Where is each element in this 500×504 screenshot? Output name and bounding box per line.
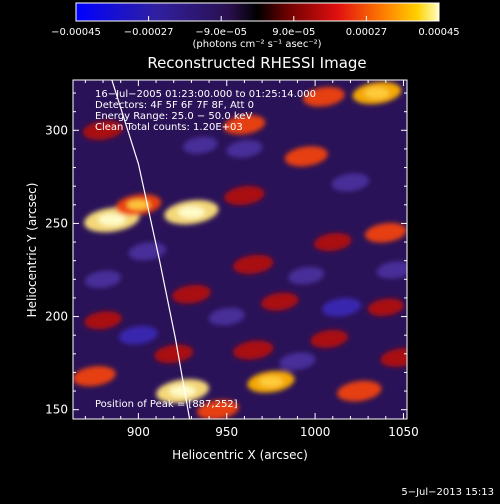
colorbar-unit-label: (photons cm⁻² s⁻¹ asec⁻²) <box>192 39 321 50</box>
heatmap-blob <box>84 311 122 330</box>
heatmap-blob <box>337 380 382 402</box>
colorbar-tick-label: −0.00045 <box>51 27 101 38</box>
heatmap-blob <box>84 270 122 289</box>
heatmap-blob <box>154 344 194 364</box>
colorbar <box>75 2 440 22</box>
colorbar-tick-label: −0.00027 <box>124 27 174 38</box>
heatmap-blob <box>380 348 407 367</box>
heatmap-blob <box>223 114 266 135</box>
y-axis-ticks: 150 200 250 300 <box>45 92 407 417</box>
y-tick-label: 250 <box>45 216 68 230</box>
heatmap-blob <box>284 146 328 167</box>
annotation-line: Clean Total counts: 1.20E+03 <box>95 122 243 133</box>
x-axis-ticks: 900 950 1000 1050 <box>84 80 419 439</box>
heatmap-blob <box>322 297 362 317</box>
x-tick-label: 900 <box>127 425 150 439</box>
heatmap-background <box>73 80 407 419</box>
heatmap-blob <box>224 185 265 206</box>
x-tick-label: 1000 <box>300 425 331 439</box>
heatmap-blob <box>208 307 245 326</box>
heatmap-blob-core <box>126 199 150 210</box>
heatmap-blob <box>73 366 116 387</box>
observation-annotations: 16−Jul−2005 01:23:00.000 to 01:25:14.000… <box>95 89 316 133</box>
heatmap-blob-core <box>177 206 206 219</box>
heatmap-blob <box>226 140 263 158</box>
heatmap-blob <box>118 325 158 345</box>
y-tick-label: 150 <box>45 403 68 417</box>
solar-limb-line <box>111 80 191 419</box>
heatmap-blob <box>288 266 325 285</box>
x-tick-label: 950 <box>215 425 238 439</box>
heatmap-blob <box>171 284 211 304</box>
heatmap-blob-core <box>169 385 196 397</box>
x-tick-label: 1050 <box>388 425 419 439</box>
heatmap-cells <box>73 81 407 419</box>
y-axis-label: Heliocentric Y (arcsec) <box>25 183 39 318</box>
heatmap-blob <box>197 399 239 419</box>
heatmap-blob-core <box>97 213 126 226</box>
annotation-line: 16−Jul−2005 01:23:00.000 to 01:25:14.000 <box>95 89 316 100</box>
heatmap-blob <box>261 292 299 311</box>
heatmap-blob <box>182 136 218 154</box>
heatmap-blob-core <box>364 87 390 99</box>
heatmap-blob <box>82 120 124 140</box>
heatmap-blob <box>376 261 407 279</box>
colorbar-ticks: −0.00045 −0.00027 −9.0e−05 9.0e−05 0.00027 0.… <box>51 16 460 38</box>
chart-title: Reconstructed RHESSI Image <box>147 54 366 72</box>
heatmap-blob <box>314 232 352 252</box>
date-stamp: 5−Jul−2013 15:13 <box>401 487 494 498</box>
annotation-line: Detectors: 4F 5F 6F 7F 8F, Att 0 <box>95 100 254 111</box>
heatmap-blob <box>367 298 404 317</box>
heatmap-blob <box>303 86 345 107</box>
heatmap-blob <box>310 329 348 348</box>
heatmap-blob <box>279 352 316 371</box>
heatmap-blob <box>364 222 407 243</box>
peak-position-label: Position of Peak = [887,252] <box>95 399 238 410</box>
y-tick-label: 200 <box>45 310 68 324</box>
colorbar-tick-label: 0.00045 <box>418 27 459 38</box>
x-axis-label: Heliocentric X (arcsec) <box>172 448 308 462</box>
heatmap-blob-core <box>259 376 283 387</box>
colorbar-tick-label: −9.0e−05 <box>195 27 247 38</box>
plot-frame <box>72 79 408 420</box>
heatmap-blob <box>233 254 274 274</box>
heatmap-blob <box>233 340 274 360</box>
y-tick-label: 300 <box>45 123 68 137</box>
heatmap-blob <box>331 173 370 192</box>
colorbar-tick-label: 0.00027 <box>346 27 387 38</box>
colorbar-tick-label: 9.0e−05 <box>272 27 315 38</box>
annotation-line: Energy Range: 25.0 − 50.0 keV <box>95 111 252 122</box>
